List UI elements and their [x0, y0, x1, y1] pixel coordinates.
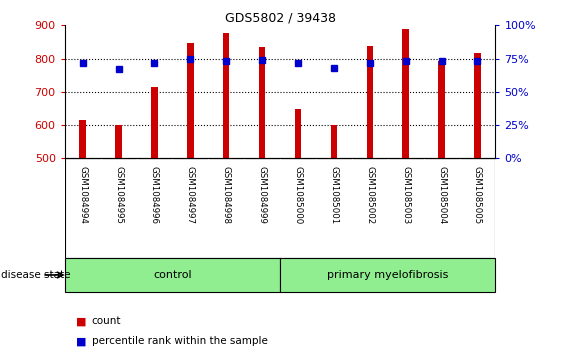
Bar [65, 258, 280, 292]
Bar [115, 125, 122, 158]
Text: primary myelofibrosis: primary myelofibrosis [327, 270, 449, 280]
Bar [280, 258, 495, 292]
Text: GSM1084999: GSM1084999 [258, 166, 267, 224]
Text: GSM1084996: GSM1084996 [150, 166, 159, 224]
Bar [79, 120, 86, 158]
Text: ■: ■ [76, 336, 87, 346]
Bar [295, 109, 301, 158]
Text: GSM1085005: GSM1085005 [473, 166, 482, 224]
Bar [403, 29, 409, 158]
Text: ■: ■ [76, 316, 87, 326]
Title: GDS5802 / 39438: GDS5802 / 39438 [225, 11, 336, 24]
Text: GSM1084995: GSM1084995 [114, 166, 123, 224]
Bar [439, 61, 445, 158]
Text: GSM1085001: GSM1085001 [329, 166, 338, 224]
Bar [187, 42, 194, 158]
Text: GSM1085004: GSM1085004 [437, 166, 446, 224]
Bar [474, 53, 481, 158]
Bar [259, 47, 265, 158]
Text: control: control [153, 270, 192, 280]
Text: GSM1085002: GSM1085002 [365, 166, 374, 224]
Text: GSM1085003: GSM1085003 [401, 166, 410, 224]
Bar [330, 125, 337, 158]
Text: GSM1084997: GSM1084997 [186, 166, 195, 224]
Text: GSM1085000: GSM1085000 [293, 166, 302, 224]
Text: count: count [92, 316, 121, 326]
Bar [223, 33, 230, 158]
Bar [367, 46, 373, 158]
Text: disease state: disease state [1, 270, 70, 280]
Text: GSM1084998: GSM1084998 [222, 166, 231, 224]
Text: GSM1084994: GSM1084994 [78, 166, 87, 224]
Text: percentile rank within the sample: percentile rank within the sample [92, 336, 267, 346]
Bar [151, 87, 158, 158]
